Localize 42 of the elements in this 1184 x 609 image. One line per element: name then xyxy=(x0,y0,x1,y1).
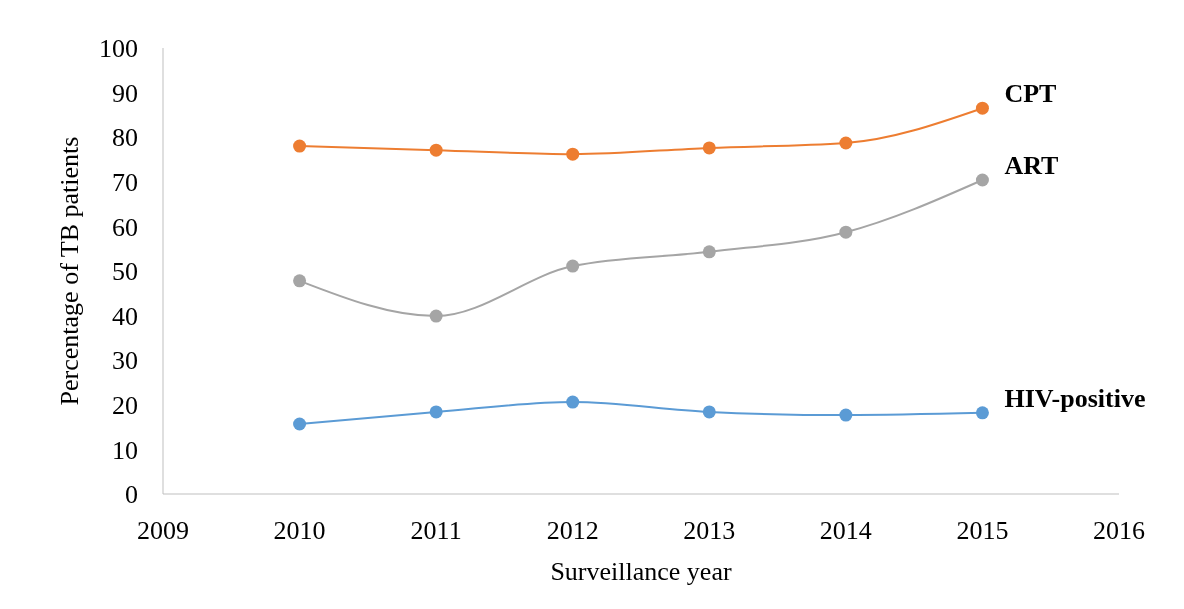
y-tick-label: 30 xyxy=(112,346,138,376)
series-label: CPT xyxy=(1004,79,1057,109)
series-label: ART xyxy=(1004,151,1059,181)
point xyxy=(293,139,307,153)
point xyxy=(429,309,443,323)
x-tick-label: 2016 xyxy=(1093,516,1145,545)
point xyxy=(293,417,307,431)
y-axis-title: Percentage of TB patients xyxy=(55,136,84,406)
y-tick-label: 20 xyxy=(112,390,138,420)
series-label: HIV-positive xyxy=(1004,383,1146,413)
y-tick-label: 100 xyxy=(99,34,138,64)
point xyxy=(839,225,853,239)
y-tick-label: 70 xyxy=(112,167,138,197)
point xyxy=(975,406,989,420)
point xyxy=(839,408,853,422)
x-tick-label: 2012 xyxy=(546,516,599,545)
point xyxy=(702,245,716,259)
x-tick-label: 2014 xyxy=(819,516,872,545)
point xyxy=(839,136,853,150)
y-tick-label: 40 xyxy=(112,301,138,331)
point xyxy=(429,143,443,157)
x-tick-label: 2011 xyxy=(410,516,462,545)
point xyxy=(702,405,716,419)
point xyxy=(429,405,443,419)
point xyxy=(702,141,716,155)
y-tick-label: 50 xyxy=(112,257,138,287)
x-tick-label: 2015 xyxy=(956,516,1009,545)
x-tick-label: 2013 xyxy=(683,516,736,545)
point xyxy=(975,173,989,187)
point xyxy=(293,274,307,288)
point xyxy=(566,147,580,161)
y-tick-label: 0 xyxy=(125,480,138,510)
y-tick-label: 10 xyxy=(112,435,138,465)
x-tick-label: 2009 xyxy=(137,516,189,545)
y-tick-label: 90 xyxy=(112,78,138,108)
point xyxy=(566,259,580,273)
y-tick-label: 80 xyxy=(112,123,138,153)
y-tick-label: 60 xyxy=(112,212,138,242)
point xyxy=(566,395,580,409)
x-tick-label: 2010 xyxy=(273,516,326,545)
x-axis-title: Surveillance year xyxy=(550,557,732,586)
point xyxy=(975,101,989,115)
